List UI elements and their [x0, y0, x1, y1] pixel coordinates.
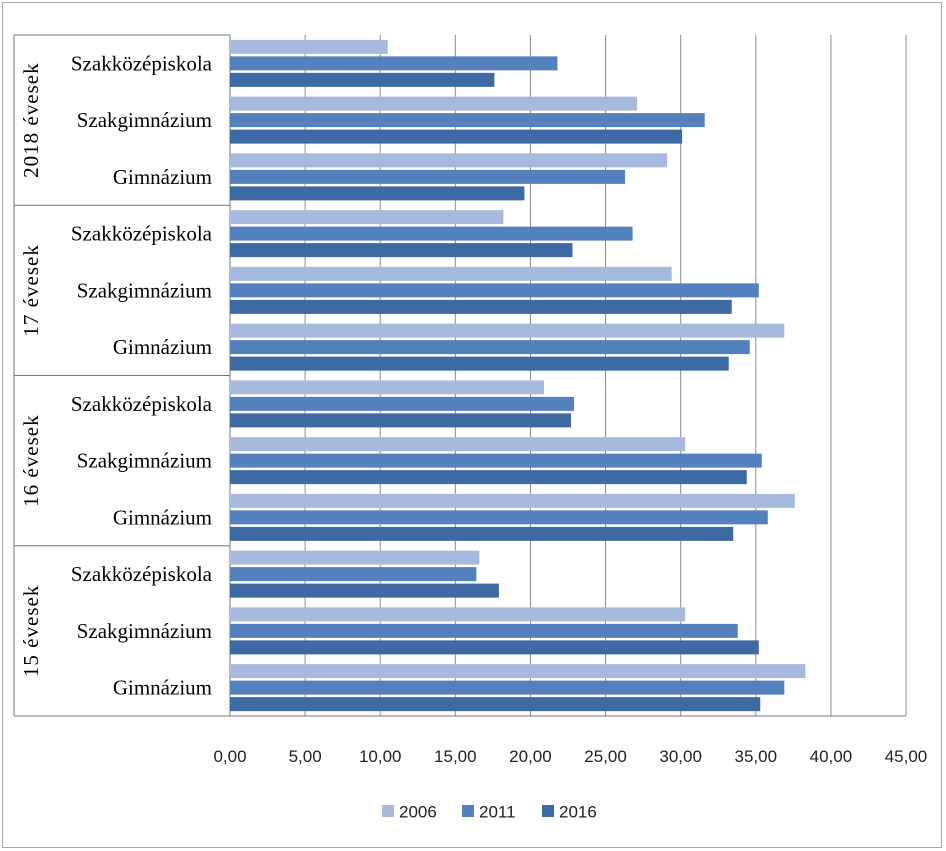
bar-2006: [230, 39, 388, 54]
group-label: 2018 évesek: [19, 62, 43, 177]
bar-2006: [230, 550, 480, 565]
bar-2011: [230, 680, 785, 695]
group-label: 17 évesek: [19, 244, 43, 336]
legend-swatch-2016: [542, 805, 554, 817]
bar-2016: [230, 583, 499, 598]
bar-2006: [230, 323, 785, 338]
bar-2016: [230, 356, 729, 371]
bar-2006: [230, 664, 806, 679]
bar-2016: [230, 299, 732, 314]
category-label: Szakközépiskola: [71, 222, 213, 246]
bar-2011: [230, 226, 633, 241]
bar-2011: [230, 567, 477, 582]
x-tick-label: 10,00: [359, 747, 402, 766]
bar-2016: [230, 526, 734, 541]
category-label: Gimnázium: [113, 505, 212, 529]
x-tick-label: 0,00: [213, 747, 246, 766]
bar-2011: [230, 56, 558, 71]
x-tick-label: 30,00: [659, 747, 702, 766]
x-tick-label: 40,00: [810, 747, 853, 766]
bar-2011: [230, 453, 762, 468]
legend-swatch-2011: [462, 805, 474, 817]
legend-swatch-2006: [382, 805, 394, 817]
bar-2011: [230, 623, 738, 638]
bar-2016: [230, 640, 759, 655]
x-tick-label: 35,00: [735, 747, 778, 766]
bar-2016: [230, 697, 761, 712]
bar-2011: [230, 396, 575, 411]
x-tick-label: 25,00: [584, 747, 627, 766]
x-tick-label: 45,00: [885, 747, 928, 766]
bar-2006: [230, 96, 638, 111]
category-label: Szakközépiskola: [71, 392, 213, 416]
bar-2011: [230, 169, 626, 184]
legend-label: 2006: [399, 803, 437, 822]
bar-2011: [230, 113, 705, 128]
bar-2016: [230, 413, 572, 428]
bar-2006: [230, 493, 795, 508]
legend-label: 2011: [479, 803, 516, 822]
bar-2011: [230, 283, 759, 298]
category-label: Szakgimnázium: [77, 108, 212, 132]
category-label: Szakgimnázium: [77, 278, 212, 302]
category-label: Szakközépiskola: [71, 51, 213, 75]
bar-2016: [230, 72, 495, 87]
legend-label: 2016: [559, 803, 597, 822]
x-tick-label: 20,00: [509, 747, 552, 766]
x-tick-label: 15,00: [434, 747, 477, 766]
bar-2006: [230, 210, 504, 225]
bar-2006: [230, 153, 668, 168]
bar-2006: [230, 437, 686, 452]
bar-2011: [230, 340, 750, 355]
category-label: Gimnázium: [113, 335, 212, 359]
bar-2011: [230, 510, 768, 525]
category-label: Gimnázium: [113, 676, 212, 700]
group-label: 16 évesek: [19, 414, 43, 506]
bar-2006: [230, 607, 686, 622]
bar-2016: [230, 186, 525, 201]
category-label: Szakgimnázium: [77, 449, 212, 473]
bar-2006: [230, 266, 672, 281]
bar-2016: [230, 243, 573, 258]
x-tick-label: 5,00: [289, 747, 322, 766]
bar-2016: [230, 129, 683, 144]
category-label: Gimnázium: [113, 165, 212, 189]
category-label: Szakközépiskola: [71, 562, 213, 586]
bar-2016: [230, 470, 747, 485]
bar-2006: [230, 380, 544, 395]
group-label: 15 évesek: [19, 585, 43, 677]
category-label: Szakgimnázium: [77, 619, 212, 643]
